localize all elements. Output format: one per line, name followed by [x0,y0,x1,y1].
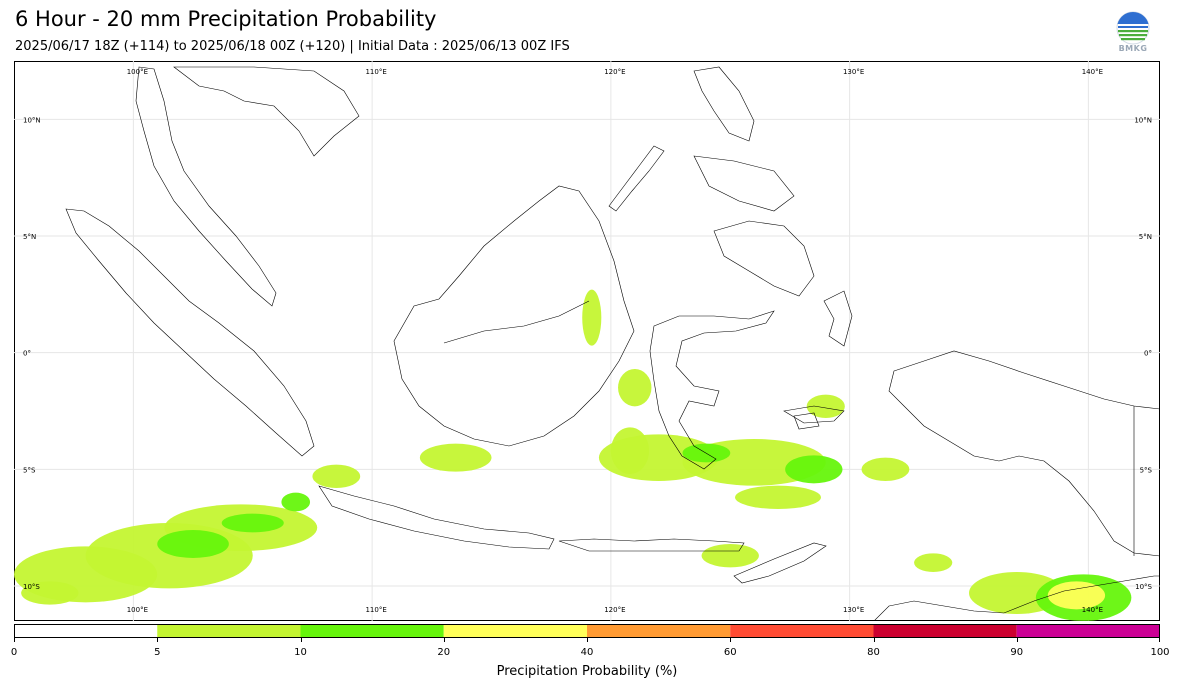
colorbar-tick-label: 60 [723,647,737,658]
colorbar [14,624,1160,638]
coastline-seram [783,405,845,424]
lon-label-top: 110°E [365,68,386,76]
lat-label-left: 5°S [23,466,36,474]
coastline-borneo [393,185,635,447]
lon-label-top: 140°E [1082,68,1103,76]
lat-label-right: 5°N [1139,233,1152,241]
lat-label-right: 10°S [1135,583,1152,591]
lat-label-left: 10°N [23,116,41,124]
lat-label-right: 10°N [1134,116,1152,124]
coastline-sumatra [65,208,315,457]
colorbar-tick-mark [730,638,732,642]
colorbar-tick-label: 0 [10,647,18,658]
colorbar-segment [1016,624,1160,638]
coastline-malay-peninsula [135,66,277,307]
lon-label-top: 130°E [843,68,864,76]
lon-label-top: 100°E [127,68,148,76]
precip-area [419,443,492,472]
coastline-palawan [608,145,665,212]
lon-label-bottom: 110°E [365,606,386,614]
map-title: 6 Hour - 20 mm Precipitation Probability [15,7,437,31]
precip-area [735,485,821,510]
bmkg-logo [1113,11,1153,57]
coastlines [65,66,1160,621]
lat-label-right: 0° [1144,350,1152,358]
lat-label-left: 10°S [23,583,40,591]
colorbar-tick-label: 80 [867,647,880,658]
colorbar-border [14,624,1160,638]
colorbar-tick-label: 100 [1150,647,1170,658]
coastline-lesser-sunda [558,538,745,552]
precip-area [157,530,229,558]
lon-label-top: 120°E [604,68,625,76]
precipitation-map: 100°E 100°E 110°E 110°E 120°E 120°E 130°E 130°E… [14,61,1160,621]
colorbar-tick-label: 20 [437,647,451,658]
coastline-halmahera [823,290,853,347]
colorbar-segment [14,624,158,638]
coastline-visayas [693,155,795,212]
colorbar-tick-mark [300,638,302,642]
precip-area [21,581,79,605]
coastline-new-guinea [888,350,1160,557]
precip-area [582,289,602,346]
precip-area [861,457,910,482]
colorbar-tick-mark [14,638,15,642]
lat-label-left: 5°N [23,233,36,241]
precip-area [312,464,361,489]
colorbar-segment [873,624,1017,638]
colorbar-tick-mark [443,638,445,642]
coastline-northern-australia [873,575,1160,621]
colorbar-label: Precipitation Probability (%) [496,664,678,679]
precip-area [1047,581,1106,610]
border-borneo [443,300,590,344]
colorbar-tick-mark [157,638,159,642]
graticule-labels: 100°E 100°E 110°E 110°E 120°E 120°E 130°E 130°E… [23,68,1153,614]
coastline-timor [733,542,827,584]
lat-label-left: 0° [23,350,31,358]
colorbar-segment [587,624,731,638]
map-subtitle: 2025/06/17 18Z (+114) to 2025/06/18 00Z … [15,39,570,54]
colorbar-segment [730,624,874,638]
colorbar-tick-mark [1159,638,1160,642]
precip-area [785,455,843,484]
colorbar-tick-label: 40 [580,647,594,658]
colorbar-segment [443,624,587,638]
coastline-indochina [173,66,360,157]
lon-label-bottom: 130°E [843,606,864,614]
coastline-mindanao [713,220,815,297]
precip-area [610,427,650,474]
colorbar-tick-mark [587,638,588,642]
colorbar-ticks: 0 5 10 20 40 60 80 90 100 [10,638,1170,662]
precip-area [806,394,845,419]
colorbar-tick-label: 90 [1010,647,1024,658]
lon-label-bottom: 140°E [1082,606,1103,614]
colorbar-tick-label: 5 [154,647,161,658]
lon-label-bottom: 100°E [127,606,148,614]
lon-label-bottom: 120°E [604,606,625,614]
colorbar-segment [300,624,444,638]
coastline-java [318,485,555,550]
colorbar-segment [157,624,301,638]
colorbar-tick-mark [873,638,875,642]
colorbar-tick-label: 10 [294,647,307,658]
bmkg-logo-text: BMKG [1118,44,1148,53]
precip-area [914,553,953,572]
lat-label-right: 5°S [1140,466,1153,474]
map-canvas: 100°E 100°E 110°E 110°E 120°E 120°E 130°E 130°E… [14,61,1160,621]
coastline-luzon [693,66,755,142]
precip-area [221,513,284,533]
coastline-sulawesi [649,310,775,470]
precip-area [281,492,311,512]
precipitation-areas [14,289,1132,621]
colorbar-tick-mark [1016,638,1018,642]
coastline-buru [793,412,820,430]
precip-area [701,544,759,568]
precip-area [618,369,652,407]
